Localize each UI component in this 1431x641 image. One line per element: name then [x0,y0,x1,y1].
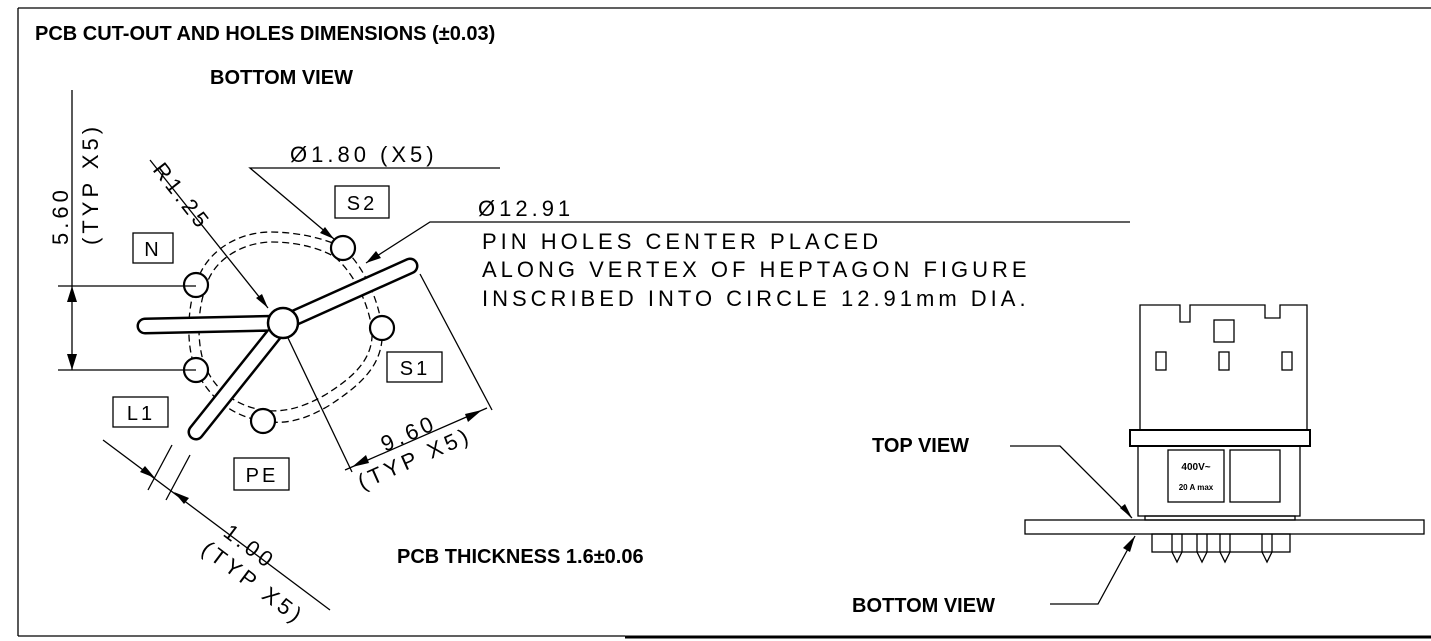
leader [1010,446,1132,518]
rating: 20 A max [1179,483,1214,492]
dimension-value: Ø1.80 (X5) [290,142,438,167]
note-line: PIN HOLES CENTER PLACED [482,229,882,254]
note-line: ALONG VERTEX OF HEPTAGON FIGURE [482,257,1031,282]
pin-label: PE [246,465,279,487]
view-label: BOTTOM VIEW [210,67,353,89]
drawing: PCB CUT-OUT AND HOLES DIMENSIONS (±0.03)… [0,0,1431,641]
dimension-value: Ø12.91 [478,196,574,221]
leader [1050,536,1135,604]
pin-label: N [144,239,161,261]
rating: 400V~ [1181,462,1210,473]
view-label: BOTTOM VIEW [852,595,995,617]
view-label: TOP VIEW [872,435,969,457]
slot-width-dimension [103,440,330,610]
dimension-value: 5.60 [48,186,73,245]
pin-label: L1 [127,403,155,425]
title: PCB CUT-OUT AND HOLES DIMENSIONS (±0.03) [35,23,495,45]
note-line: INSCRIBED INTO CIRCLE 12.91mm DIA. [482,286,1030,311]
pcb-thickness: PCB THICKNESS 1.6±0.06 [397,546,644,568]
dimension-value: R1.25 [148,158,216,235]
pin-label: S2 [347,193,377,215]
pin-label: S1 [400,358,430,380]
connector [1025,305,1424,562]
dimension-note: (TYP X5) [78,123,103,245]
